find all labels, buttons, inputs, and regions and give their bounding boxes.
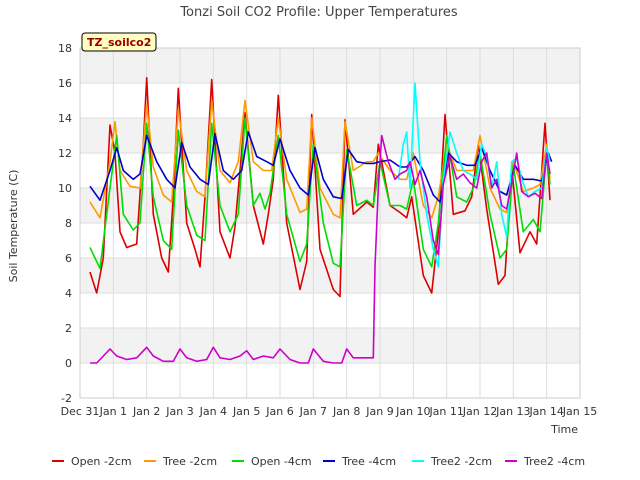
site-tag: TZ_soilco2 [81, 32, 157, 52]
series-line-tree2-2cm [397, 82, 551, 268]
y-tick-labels: -2 0 2 4 6 8 10 12 14 16 18 [58, 42, 72, 405]
y-tick-label: 18 [58, 42, 72, 55]
x-tick-label: Jan 1 [99, 405, 127, 418]
y-tick-label: -2 [61, 392, 72, 405]
x-tick-label: Jan 14 [528, 405, 563, 418]
x-tick-label: Jan 12 [462, 405, 497, 418]
y-tick-label: 4 [65, 287, 72, 300]
y-tick-label: 2 [65, 322, 72, 335]
x-tick-labels: Dec 31 Jan 1 Jan 2 Jan 3 Jan 4 Jan 5 Jan 6 Jan … [61, 405, 598, 418]
x-tick-label: Jan 7 [299, 405, 327, 418]
y-tick-label: 12 [58, 147, 72, 160]
x-tick-label: Jan 6 [265, 405, 293, 418]
plot-band [80, 48, 580, 83]
x-tick-label: Jan 10 [395, 405, 430, 418]
y-axis-label: Soil Temperature (C) [7, 170, 20, 283]
x-tick-label: Jan 8 [332, 405, 360, 418]
x-tick-label: Jan 5 [232, 405, 260, 418]
series-line-open-4cm [89, 117, 551, 270]
x-tick-label: Jan 11 [428, 405, 463, 418]
y-tick-label: 8 [65, 217, 72, 230]
x-tick-label: Jan 4 [199, 405, 227, 418]
legend-label-open-4cm: Open -4cm [251, 455, 312, 468]
x-tick-label: Jan 15 [562, 405, 597, 418]
site-tag-box [81, 32, 157, 52]
y-tick-label: 14 [58, 112, 72, 125]
legend-label-tree2-4cm: Tree2 -4cm [523, 455, 585, 468]
x-tick-label: Jan 2 [132, 405, 160, 418]
legend: Open -2cm Tree -2cm Open -4cm Tree -4cm Tree… [52, 455, 585, 468]
series-line-tree-2cm [89, 99, 551, 219]
y-tick-label: 16 [58, 77, 72, 90]
series-layer [89, 77, 553, 364]
legend-label-tree2-2cm: Tree2 -2cm [430, 455, 492, 468]
chart-title: Tonzi Soil CO2 Profile: Upper Temperatur… [179, 5, 458, 20]
legend-label-tree-4cm: Tree -4cm [341, 455, 396, 468]
x-tick-label: Jan 13 [495, 405, 530, 418]
x-axis-label: Time [550, 423, 578, 436]
x-tick-label: Jan 3 [165, 405, 193, 418]
y-tick-label: 10 [58, 182, 72, 195]
series-line-tree2-4cm [90, 134, 551, 364]
site-tag-label: TZ_soilco2 [87, 36, 151, 49]
plot-frame [79, 47, 581, 399]
x-tick-label: Jan 9 [365, 405, 393, 418]
plot-band [80, 328, 580, 363]
legend-label-open-2cm: Open -2cm [71, 455, 132, 468]
series-line-tree-4cm [89, 131, 553, 203]
y-tick-label: 6 [65, 252, 72, 265]
plot-band [80, 118, 580, 153]
y-tick-label: 0 [65, 357, 72, 370]
x-tick-label: Dec 31 [61, 405, 100, 418]
legend-label-tree-2cm: Tree -2cm [162, 455, 217, 468]
series-line-open-2cm [89, 77, 551, 298]
